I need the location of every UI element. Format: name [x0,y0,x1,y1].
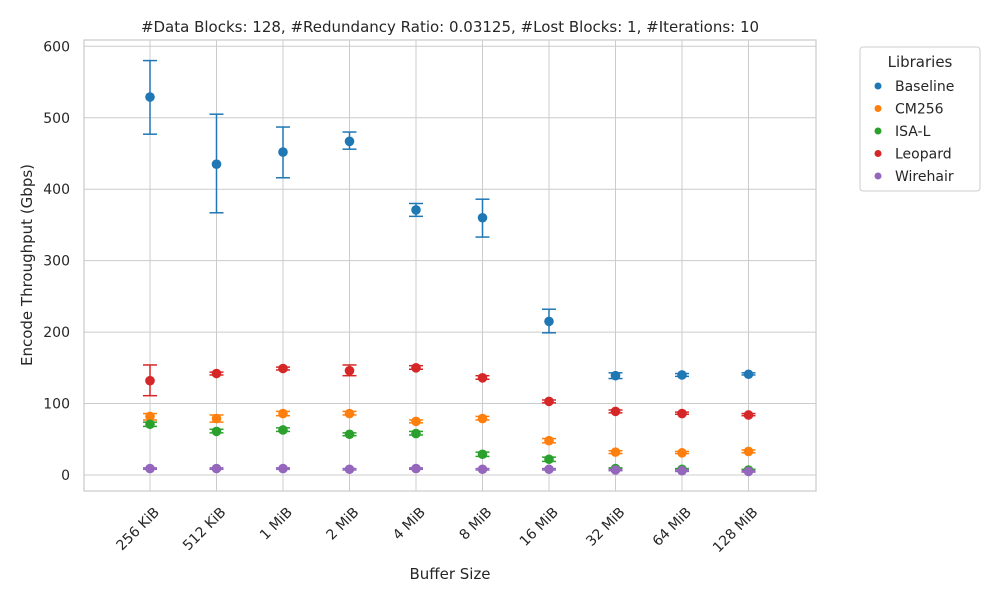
data-point [677,370,687,380]
plot-frame [83,39,817,492]
data-point [677,448,687,458]
data-point [743,446,754,457]
legend-marker [874,105,882,112]
legend-entry: Baseline [895,79,954,95]
legend: Libraries Baseline CM256 ISA-L Leopard Wireh… [859,46,981,192]
data-point [610,447,621,457]
data-point [344,408,355,419]
data-point [411,416,421,427]
legend-entry: ISA-L [895,124,931,140]
data-point [344,136,355,147]
data-point [211,368,222,379]
data-point [145,375,155,386]
data-point [211,463,222,474]
y-tick-label: 100 [43,397,70,413]
data-point [610,465,621,475]
y-axis-label: Encode Throughput (Gbps) [18,164,36,366]
data-point [477,212,488,223]
y-tick-label: 500 [43,111,70,127]
legend-box [859,46,981,192]
legend-entry: CM256 [895,102,944,118]
legend-marker [874,150,882,157]
data-point [344,429,355,440]
series-wirehair [143,463,756,477]
data-point [344,365,355,376]
legend-marker [874,127,882,135]
data-point [743,466,754,477]
legend-title: Libraries [888,53,953,71]
y-tick-label: 0 [61,468,70,484]
legend-marker [874,82,882,90]
data-point [544,454,554,465]
data-point [278,463,288,474]
data-point [411,463,421,474]
data-point [211,159,222,169]
marks [143,59,756,477]
data-point [145,411,155,422]
y-tick-label: 400 [43,182,70,198]
data-point [211,426,222,437]
chart-title: #Data Blocks: 128, #Redundancy Ratio: 0.… [141,18,759,36]
series-leopard [143,363,756,420]
data-point [544,396,554,407]
data-point [477,413,488,424]
data-point [278,147,288,157]
series-cm256 [143,408,756,458]
data-point [610,406,621,417]
legend-entry: Wirehair [895,169,954,185]
data-point [544,435,554,446]
x-axis-label: Buffer Size [409,565,490,583]
y-tick-label: 200 [43,325,70,341]
data-point [411,205,421,215]
legend-marker [874,172,882,180]
data-point [477,373,488,383]
data-point [677,465,687,476]
data-point [411,428,421,439]
y-tick-label: 300 [43,254,70,270]
data-point [477,464,488,475]
data-point [278,363,288,374]
data-point [743,410,754,420]
series-baseline [143,59,756,381]
y-tick-labels: 0 100 200 300 400 500 600 [43,39,70,484]
legend-entry: Leopard [895,147,952,163]
data-point [544,464,554,475]
data-point [544,316,554,327]
data-point [743,369,754,380]
data-point [211,413,222,424]
data-point [411,363,421,373]
data-point [278,408,288,419]
data-point [344,464,355,475]
data-point [145,419,155,430]
y-tick-label: 600 [43,39,70,55]
data-point [278,425,288,435]
data-point [145,463,155,474]
data-point [677,408,687,419]
data-point [477,449,488,460]
data-point [610,370,621,381]
data-point [145,92,155,102]
